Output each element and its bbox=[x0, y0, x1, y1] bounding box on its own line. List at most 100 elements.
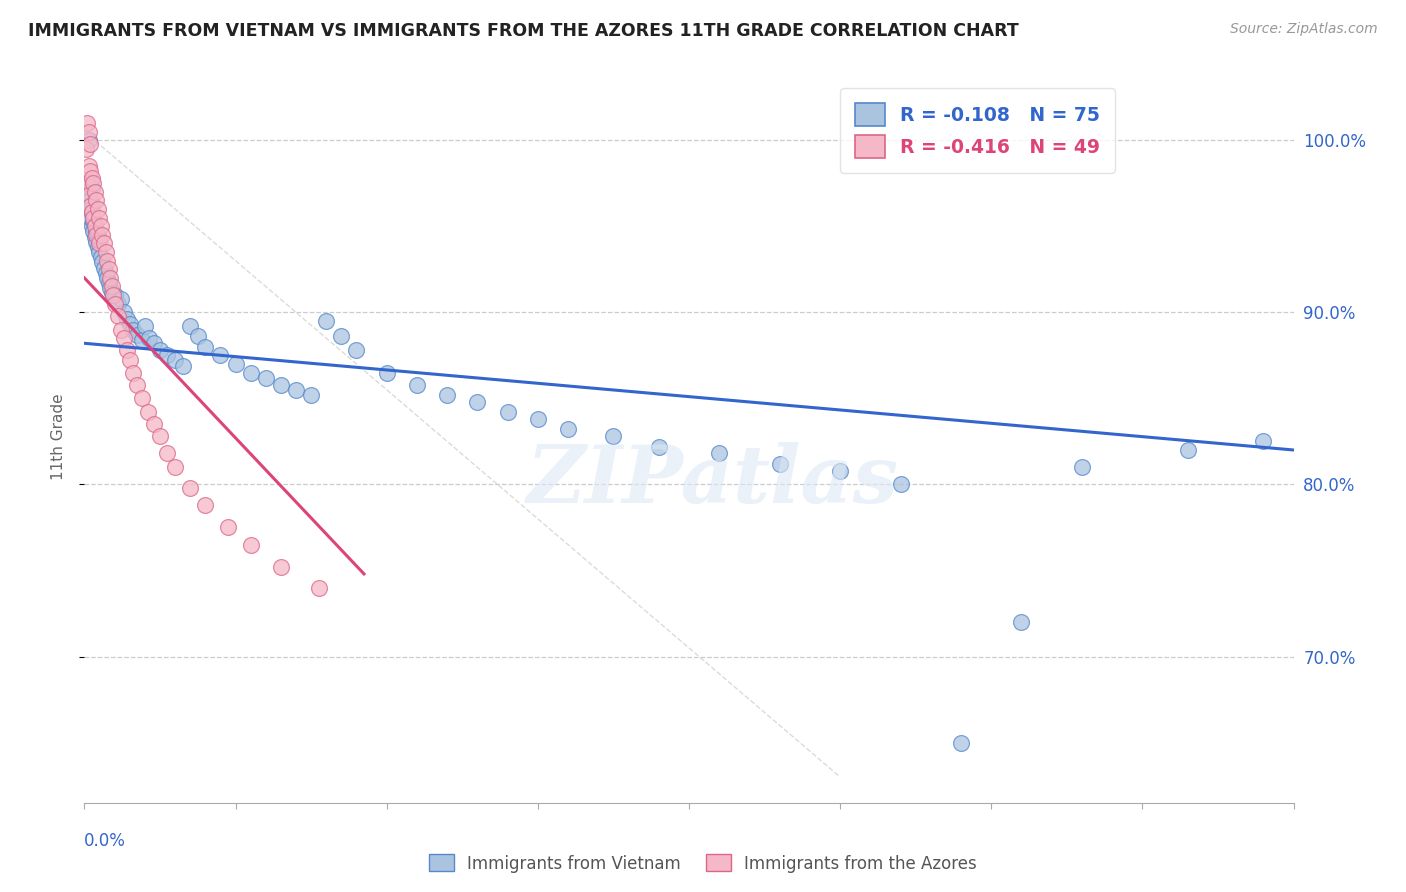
Point bbox=[136, 405, 159, 419]
Point bbox=[84, 218, 107, 232]
Point bbox=[77, 133, 100, 147]
Point bbox=[950, 735, 973, 749]
Point bbox=[87, 202, 110, 216]
Point bbox=[86, 194, 108, 208]
Point bbox=[80, 181, 103, 195]
Point bbox=[77, 125, 100, 139]
Point bbox=[100, 279, 122, 293]
Point bbox=[87, 240, 110, 254]
Point bbox=[97, 262, 120, 277]
Point bbox=[138, 331, 160, 345]
Point bbox=[100, 286, 122, 301]
Point bbox=[375, 366, 398, 380]
Point bbox=[142, 336, 165, 351]
Point bbox=[76, 116, 98, 130]
Point bbox=[107, 309, 129, 323]
Point bbox=[104, 288, 127, 302]
Point bbox=[89, 245, 111, 260]
Point bbox=[84, 185, 107, 199]
Point bbox=[239, 366, 262, 380]
Point bbox=[179, 319, 201, 334]
Point bbox=[330, 329, 353, 343]
Point bbox=[79, 164, 101, 178]
Text: IMMIGRANTS FROM VIETNAM VS IMMIGRANTS FROM THE AZORES 11TH GRADE CORRELATION CHA: IMMIGRANTS FROM VIETNAM VS IMMIGRANTS FR… bbox=[28, 22, 1019, 40]
Point bbox=[346, 343, 368, 358]
Point bbox=[270, 560, 292, 574]
Point bbox=[165, 460, 187, 475]
Point bbox=[1177, 442, 1199, 457]
Point bbox=[80, 205, 103, 219]
Point bbox=[308, 581, 330, 595]
Point bbox=[101, 288, 124, 302]
Point bbox=[179, 481, 201, 495]
Point bbox=[131, 392, 153, 406]
Point bbox=[80, 219, 103, 234]
Point bbox=[194, 340, 217, 354]
Point bbox=[118, 353, 141, 368]
Point bbox=[97, 276, 120, 290]
Point bbox=[94, 266, 117, 280]
Point bbox=[96, 271, 118, 285]
Point bbox=[496, 405, 519, 419]
Point bbox=[86, 227, 108, 242]
Point bbox=[239, 538, 262, 552]
Point bbox=[82, 224, 104, 238]
Point bbox=[602, 429, 624, 443]
Point bbox=[86, 235, 108, 249]
Text: ZIPatlas: ZIPatlas bbox=[527, 442, 900, 520]
Point bbox=[82, 214, 104, 228]
Point bbox=[79, 176, 101, 190]
Point bbox=[75, 142, 97, 156]
Point bbox=[527, 412, 550, 426]
Point bbox=[82, 211, 104, 225]
Point bbox=[79, 194, 101, 208]
Point bbox=[1011, 615, 1033, 629]
Point bbox=[149, 343, 172, 358]
Point bbox=[96, 253, 118, 268]
Point bbox=[112, 305, 135, 319]
Point bbox=[90, 250, 112, 264]
Point bbox=[94, 245, 117, 260]
Point bbox=[84, 229, 107, 244]
Point bbox=[149, 429, 172, 443]
Point bbox=[76, 202, 98, 216]
Point bbox=[131, 333, 153, 347]
Legend: R = -0.108   N = 75, R = -0.416   N = 49: R = -0.108 N = 75, R = -0.416 N = 49 bbox=[839, 88, 1115, 173]
Point bbox=[80, 197, 103, 211]
Point bbox=[82, 176, 104, 190]
Point bbox=[165, 353, 187, 368]
Point bbox=[110, 292, 132, 306]
Point bbox=[107, 296, 129, 310]
Point bbox=[134, 319, 156, 334]
Point bbox=[127, 327, 149, 342]
Point bbox=[270, 377, 292, 392]
Point bbox=[467, 394, 489, 409]
Point bbox=[110, 322, 132, 336]
Point bbox=[93, 260, 115, 275]
Point bbox=[436, 388, 458, 402]
Point bbox=[79, 136, 101, 151]
Point bbox=[93, 236, 115, 251]
Point bbox=[87, 227, 110, 242]
Point bbox=[79, 198, 101, 212]
Point bbox=[254, 370, 277, 384]
Point bbox=[1253, 434, 1275, 449]
Point bbox=[890, 477, 912, 491]
Point bbox=[79, 211, 101, 225]
Point bbox=[77, 188, 100, 202]
Point bbox=[127, 377, 149, 392]
Point bbox=[80, 205, 103, 219]
Point bbox=[86, 223, 108, 237]
Point bbox=[77, 159, 100, 173]
Y-axis label: 11th Grade: 11th Grade bbox=[51, 393, 66, 481]
Point bbox=[104, 296, 127, 310]
Point bbox=[115, 312, 138, 326]
Point bbox=[115, 343, 138, 358]
Point bbox=[315, 314, 337, 328]
Point bbox=[89, 233, 111, 247]
Point bbox=[172, 359, 194, 373]
Text: Source: ZipAtlas.com: Source: ZipAtlas.com bbox=[1230, 22, 1378, 37]
Point bbox=[118, 318, 141, 332]
Point bbox=[77, 185, 100, 199]
Legend: Immigrants from Vietnam, Immigrants from the Azores: Immigrants from Vietnam, Immigrants from… bbox=[422, 847, 984, 880]
